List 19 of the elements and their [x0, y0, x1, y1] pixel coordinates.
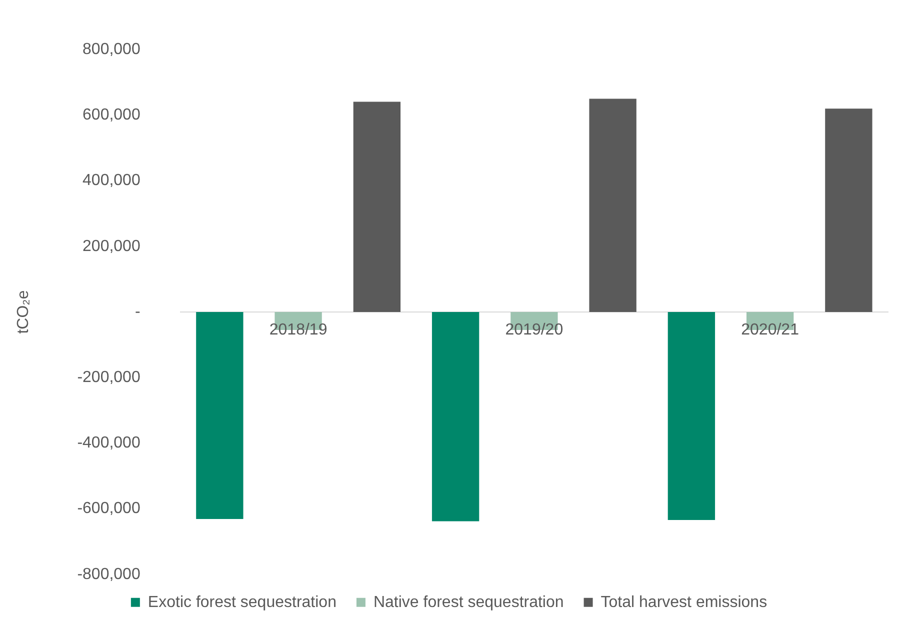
legend-label: Exotic forest sequestration: [148, 594, 336, 611]
legend-label: Native forest sequestration: [373, 594, 564, 611]
bar: [353, 102, 401, 312]
y-tick-label: -600,000: [77, 500, 140, 518]
y-tick-label: 600,000: [82, 106, 140, 124]
y-tick-label: -200,000: [77, 369, 140, 386]
y-tick-label: 400,000: [82, 172, 140, 190]
y-tick-label: -: [135, 303, 140, 320]
bar: [432, 312, 480, 522]
y-tick-label: 200,000: [82, 238, 140, 255]
y-tick-label: 800,000: [82, 41, 140, 58]
bar: [196, 312, 244, 519]
bar: [668, 312, 716, 520]
y-tick-label: -400,000: [77, 434, 140, 452]
bar: [589, 98, 636, 312]
y-axis-title: tCO₂e: [15, 290, 32, 334]
legend-label: Total harvest emissions: [600, 594, 768, 611]
bar: [825, 108, 872, 312]
y-tick-label: -800,000: [77, 566, 140, 583]
